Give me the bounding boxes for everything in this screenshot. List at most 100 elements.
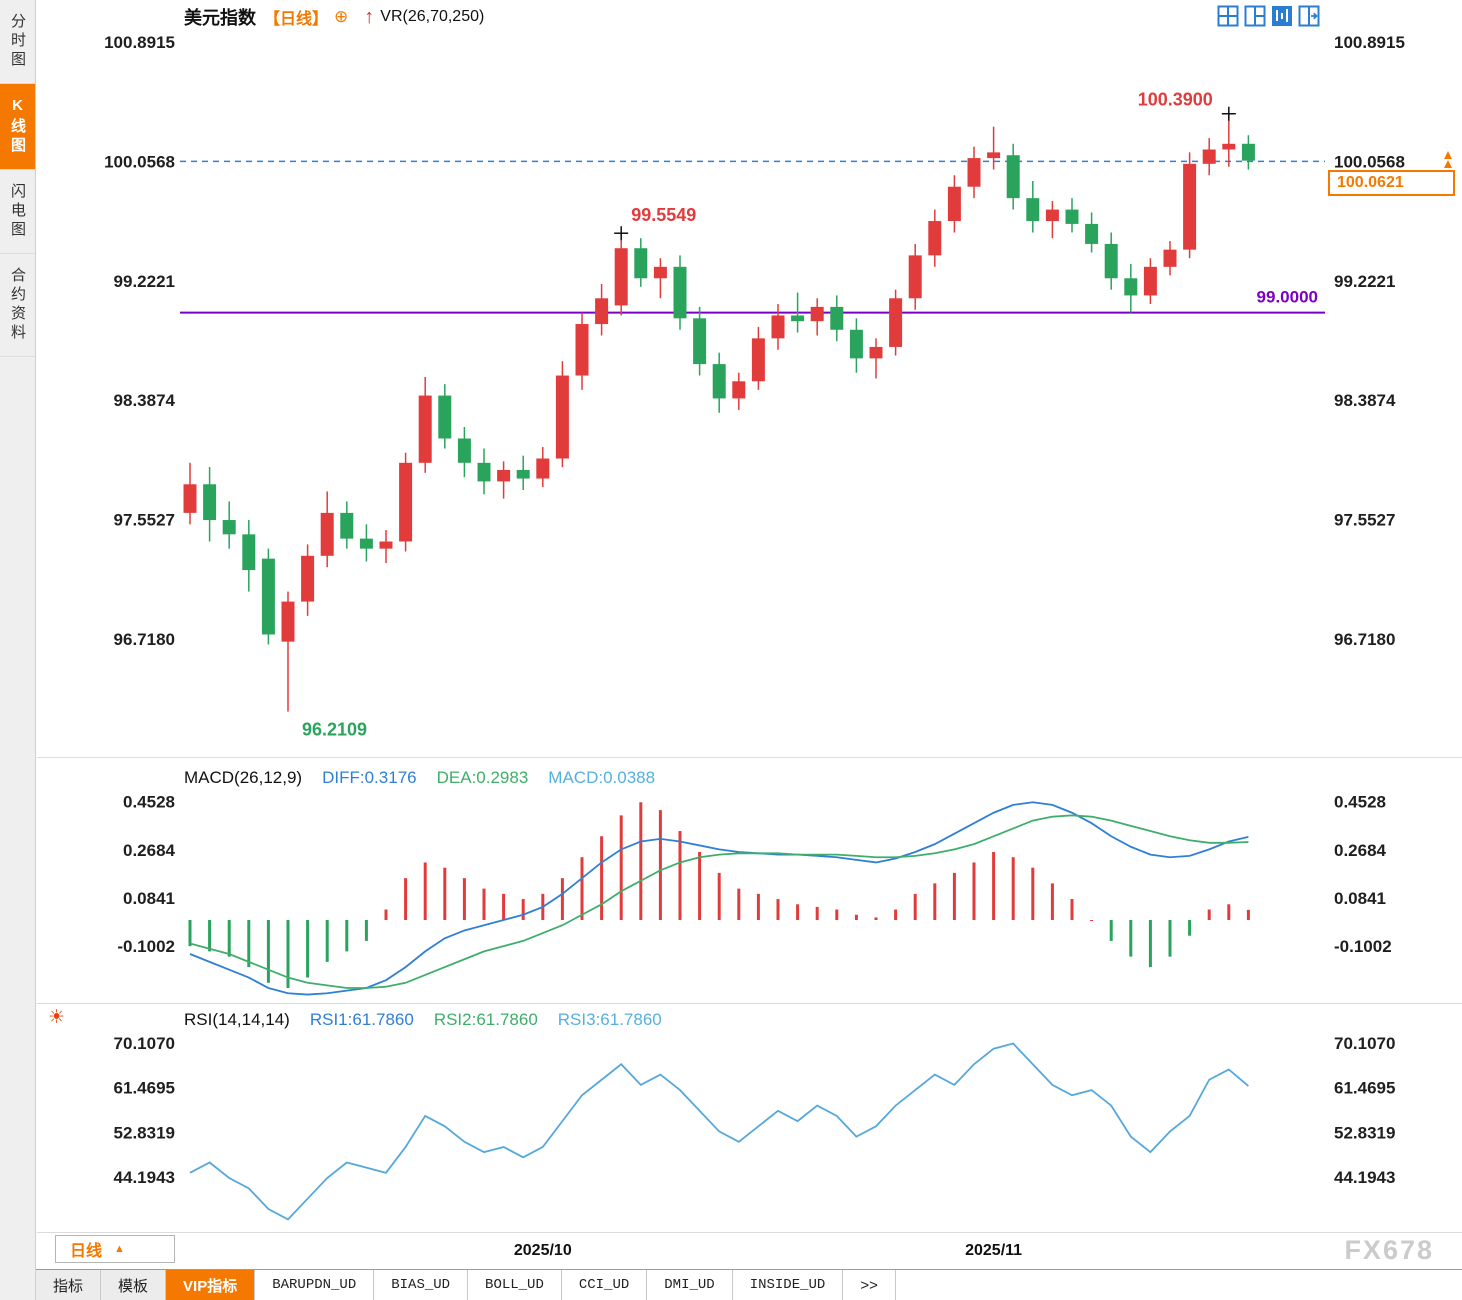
period-tag[interactable]: 【日线】 [264,11,329,28]
macd-bar [188,920,192,947]
candle-body [830,306,844,330]
tab-barupdn-ud[interactable]: BARUPDN_UD [255,1270,375,1300]
y-axis-label: 44.1943 [114,1168,175,1187]
macd-bar [1207,909,1211,920]
layout-grid-icon[interactable] [1217,5,1239,27]
y-axis-label: 0.0841 [1334,889,1386,908]
tab-more[interactable]: >> [843,1270,896,1300]
y-axis-label: 70.1070 [114,1034,175,1053]
instrument-title: 美元指数 [184,8,256,28]
macd-bar [972,862,976,920]
macd-bar [1070,899,1074,920]
sidebar-item-contract-info[interactable]: 合约资料 [0,254,35,357]
candle-body [359,538,373,549]
y-axis-label: 0.4528 [123,793,175,812]
current-price-box: 100.0621 [1328,170,1455,196]
sidebar-item-kline-chart[interactable]: K线图 [0,84,35,170]
candle-body [242,534,256,571]
candle-body [1006,155,1020,199]
candle-body [653,266,667,279]
macd-bar [502,893,506,920]
candle-body [1163,249,1177,267]
macd-bar [737,888,741,920]
candle-body [614,248,628,306]
tab-templates[interactable]: 模板 [101,1270,167,1300]
tab-inside-ud[interactable]: INSIDE_UD [732,1270,844,1300]
candle-body [751,338,765,382]
candle-body [575,324,589,376]
candle-body [281,601,295,642]
macd-bar [345,920,349,952]
candle-body [1241,143,1255,161]
macd-bar [1050,883,1054,920]
candle-body [203,484,217,521]
macd-bar [933,883,937,920]
candle-body [693,318,707,365]
candle-body [732,381,746,399]
macd-bar [1148,920,1152,968]
macd-title: MACD(26,12,9) [184,768,303,787]
candle-body [869,346,883,359]
candle-body [849,329,863,359]
y-axis-label: 100.8915 [1334,33,1405,52]
candle-body [987,152,1001,159]
macd-bar [639,802,643,920]
candle-body [261,558,275,635]
macd-dea-value: DEA:0.2983 [436,768,529,787]
candle-body [1085,223,1099,244]
tab-vip-indicators[interactable]: VIP指标 [166,1270,256,1300]
tab-cci-ud[interactable]: CCI_UD [561,1270,648,1300]
layout-chart-icon[interactable] [1271,5,1293,27]
y-axis-label: 96.7180 [1334,630,1395,649]
macd-bar [364,920,368,941]
circle-plus-icon[interactable]: ⊕ [334,7,349,26]
swing-high-label: 100.3900 [1138,90,1213,110]
candle-body [947,186,961,222]
macd-bar [913,893,917,920]
tab-boll-ud[interactable]: BOLL_UD [468,1270,562,1300]
macd-bar [678,831,682,920]
candle-body [301,555,315,602]
tab-bias-ud[interactable]: BIAS_UD [374,1270,469,1300]
sidebar-item-lightning-chart[interactable]: 闪电图 [0,170,35,254]
y-axis-label: 70.1070 [1334,1034,1395,1053]
macd-bar [619,815,623,920]
candle-body [712,364,726,399]
y-axis-label: 97.5527 [1334,511,1395,530]
y-axis-label: 100.8915 [104,33,175,52]
candle-body [771,315,785,339]
price-marker-icon [1444,160,1452,168]
macd-bar [521,899,525,920]
candle-body [222,520,236,535]
macd-bar [1090,920,1094,921]
macd-bar [423,862,427,920]
period-selector[interactable]: 日线 ▲ [55,1235,175,1263]
candle-body [536,458,550,479]
candle-body [595,298,609,325]
macd-bar [482,888,486,920]
sun-icon[interactable]: ☀ [48,1007,66,1028]
macd-bar [1109,920,1113,941]
rsi-title: RSI(14,14,14) [184,1010,290,1029]
sidebar-item-time-chart[interactable]: 分时图 [0,0,35,84]
macd-header: MACD(26,12,9) DIFF:0.3176 DEA:0.2983 MAC… [184,768,655,788]
rsi-line [189,1042,1249,1221]
left-sidebar: 分时图 K线图 闪电图 合约资料 [0,0,36,1300]
tab-dmi-ud[interactable]: DMI_UD [647,1270,733,1300]
layout-columns-icon[interactable] [1244,5,1266,27]
support-label: 99.0000 [1257,288,1318,307]
candle-body [457,438,471,463]
price-marker-icon [1444,151,1452,159]
candle-body [634,248,648,279]
macd-bar [325,920,329,962]
y-axis-label: 61.4695 [1334,1079,1395,1098]
y-axis-label: 44.1943 [1334,1168,1395,1187]
candle-body [1124,278,1138,296]
tab-indicators[interactable]: 指标 [36,1270,102,1300]
y-axis-label: 99.2221 [1334,272,1395,291]
candle-body [1045,209,1059,222]
macd-bar [698,851,702,920]
y-axis-label: 100.0568 [104,152,175,171]
layout-split-icon[interactable] [1298,5,1320,27]
